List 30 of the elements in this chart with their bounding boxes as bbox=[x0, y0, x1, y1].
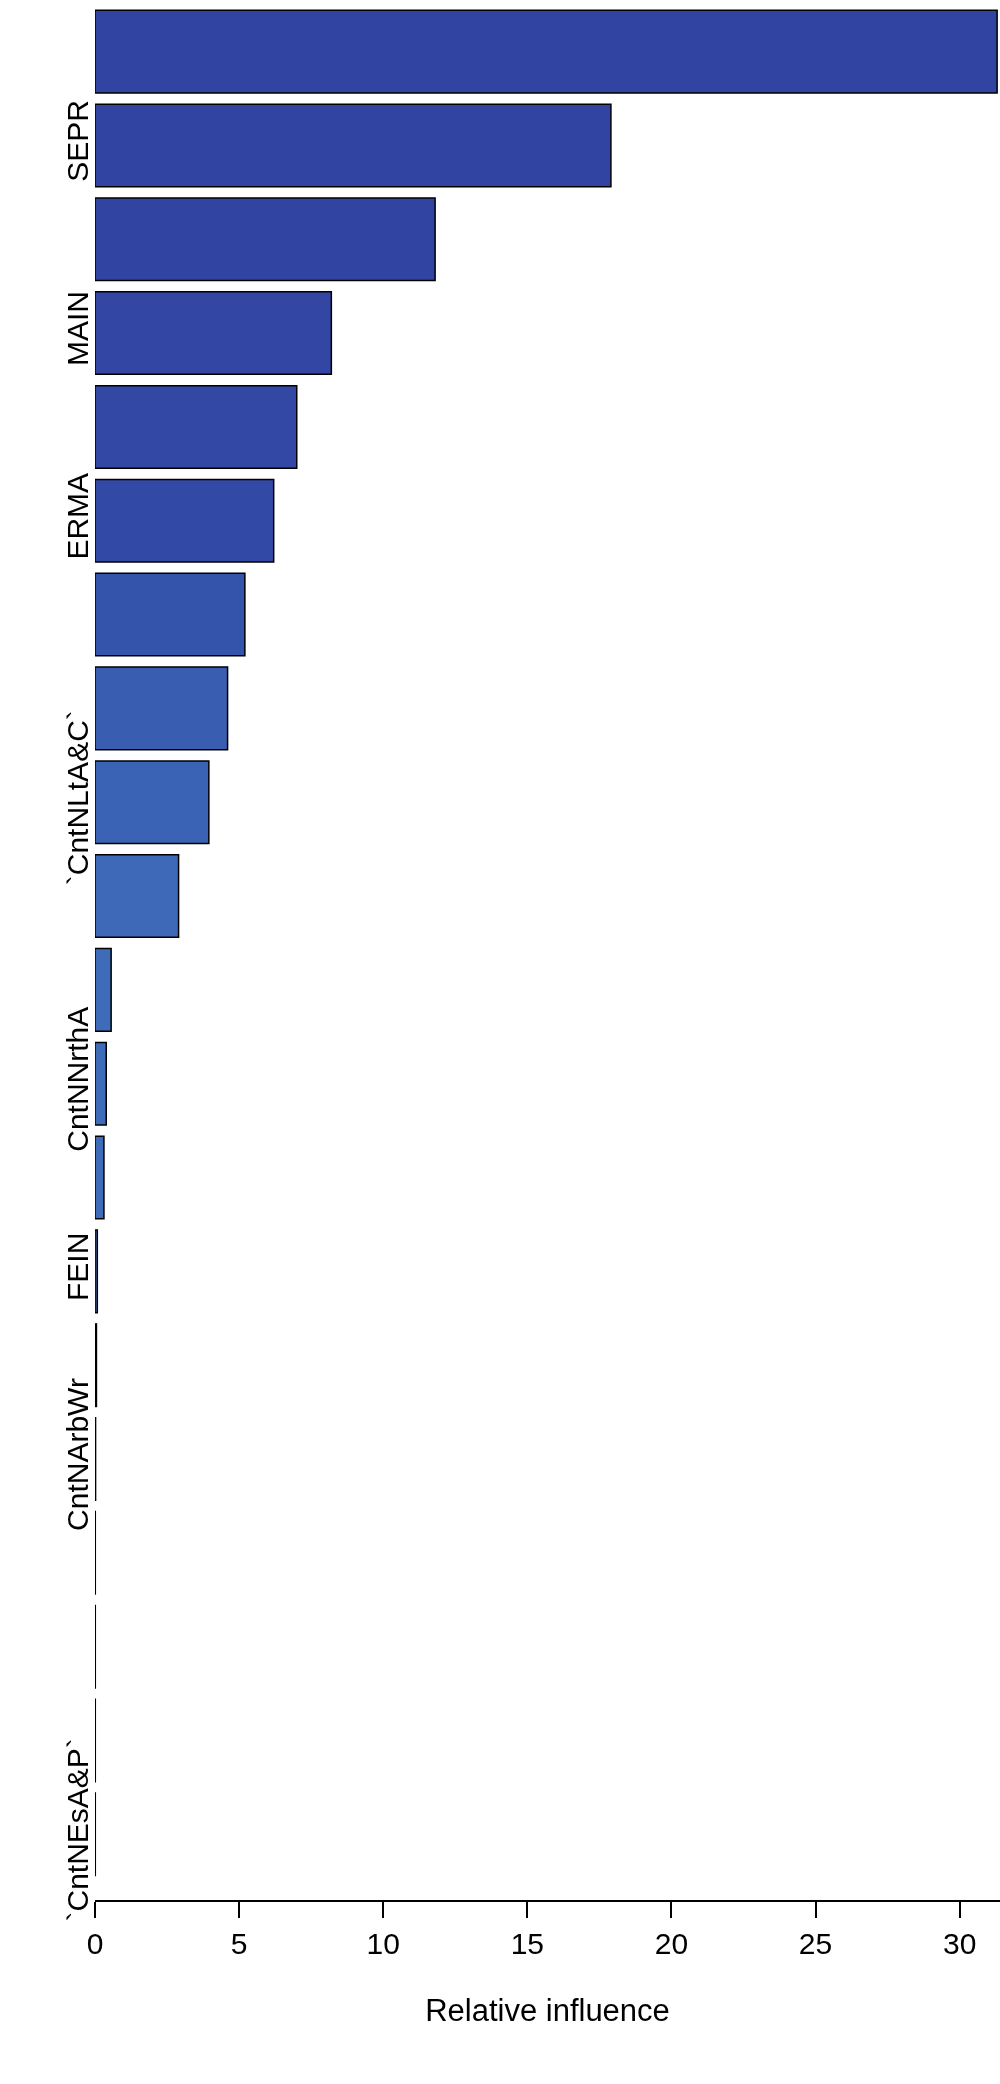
x-tick-label: 15 bbox=[510, 1927, 545, 1960]
bar bbox=[95, 197, 436, 282]
bar bbox=[95, 103, 612, 188]
y-tick-label: MAIN bbox=[61, 291, 94, 367]
x-tick-label: 30 bbox=[942, 1927, 977, 1960]
bar bbox=[95, 947, 112, 1032]
x-tick-label: 0 bbox=[86, 1927, 104, 1960]
bar bbox=[95, 384, 298, 469]
y-tick-label: `CntNLtA&C` bbox=[61, 710, 94, 886]
y-tick-label: CntNNrthA bbox=[61, 1006, 94, 1152]
bar bbox=[95, 760, 210, 845]
x-tick-label: 25 bbox=[798, 1927, 833, 1960]
bar bbox=[95, 666, 229, 751]
x-tick-label: 5 bbox=[230, 1927, 248, 1960]
y-tick-label: SEPR bbox=[61, 100, 94, 182]
bar bbox=[95, 1041, 107, 1126]
bar bbox=[95, 9, 998, 94]
bar bbox=[95, 572, 246, 657]
bar bbox=[95, 1135, 105, 1220]
bar bbox=[95, 291, 333, 376]
bar bbox=[95, 478, 275, 563]
y-tick-label: ERMA bbox=[61, 472, 94, 560]
x-axis-title: Relative influence bbox=[425, 1992, 670, 2028]
x-tick-label: 10 bbox=[366, 1927, 400, 1960]
bar bbox=[95, 854, 180, 939]
y-tick-label: `CntNEsA&P` bbox=[61, 1738, 94, 1922]
y-tick-label: CntNArbWr bbox=[61, 1378, 94, 1531]
x-tick-label: 20 bbox=[654, 1927, 689, 1960]
y-tick-label: FEIN bbox=[61, 1232, 94, 1302]
bar bbox=[95, 1229, 99, 1314]
